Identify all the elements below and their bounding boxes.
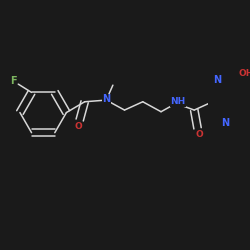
Text: O: O [195,130,203,140]
Text: N: N [102,94,110,104]
Text: N: N [214,75,222,85]
Text: O: O [74,122,82,131]
Text: NH: NH [170,97,185,106]
Text: F: F [10,76,16,86]
Text: OH: OH [238,69,250,78]
Text: N: N [221,118,229,128]
